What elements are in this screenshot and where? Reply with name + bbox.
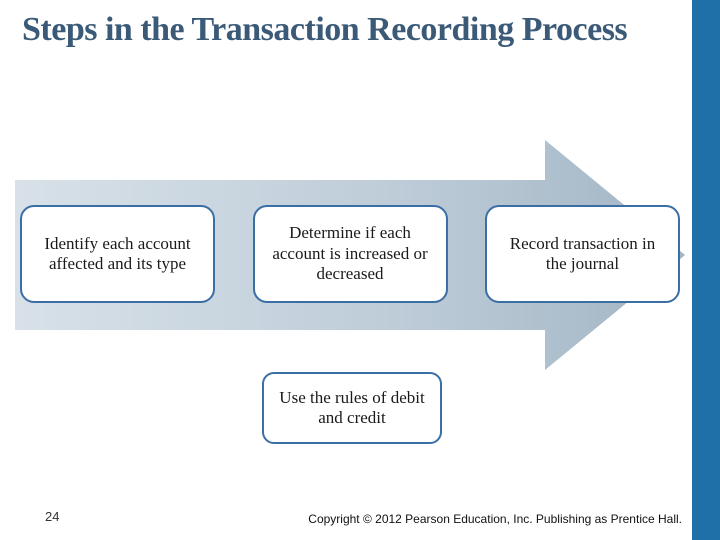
sidebar-accent: [692, 0, 720, 540]
step-box-2: Determine if each account is increased o…: [253, 205, 448, 303]
step-box-1: Identify each account affected and its t…: [20, 205, 215, 303]
slide: Steps in the Transaction Recording Proce…: [0, 0, 720, 540]
step-label: Identify each account affected and its t…: [34, 234, 201, 275]
step-box-3: Record transaction in the journal: [485, 205, 680, 303]
copyright-text: Copyright © 2012 Pearson Education, Inc.…: [308, 512, 682, 526]
step-label: Record transaction in the journal: [499, 234, 666, 275]
sub-step-label: Use the rules of debit and credit: [278, 388, 426, 429]
page-number: 24: [45, 509, 59, 524]
steps-row: Identify each account affected and its t…: [20, 205, 680, 303]
sub-step-box: Use the rules of debit and credit: [262, 372, 442, 444]
slide-title: Steps in the Transaction Recording Proce…: [22, 10, 662, 49]
step-label: Determine if each account is increased o…: [267, 223, 434, 284]
